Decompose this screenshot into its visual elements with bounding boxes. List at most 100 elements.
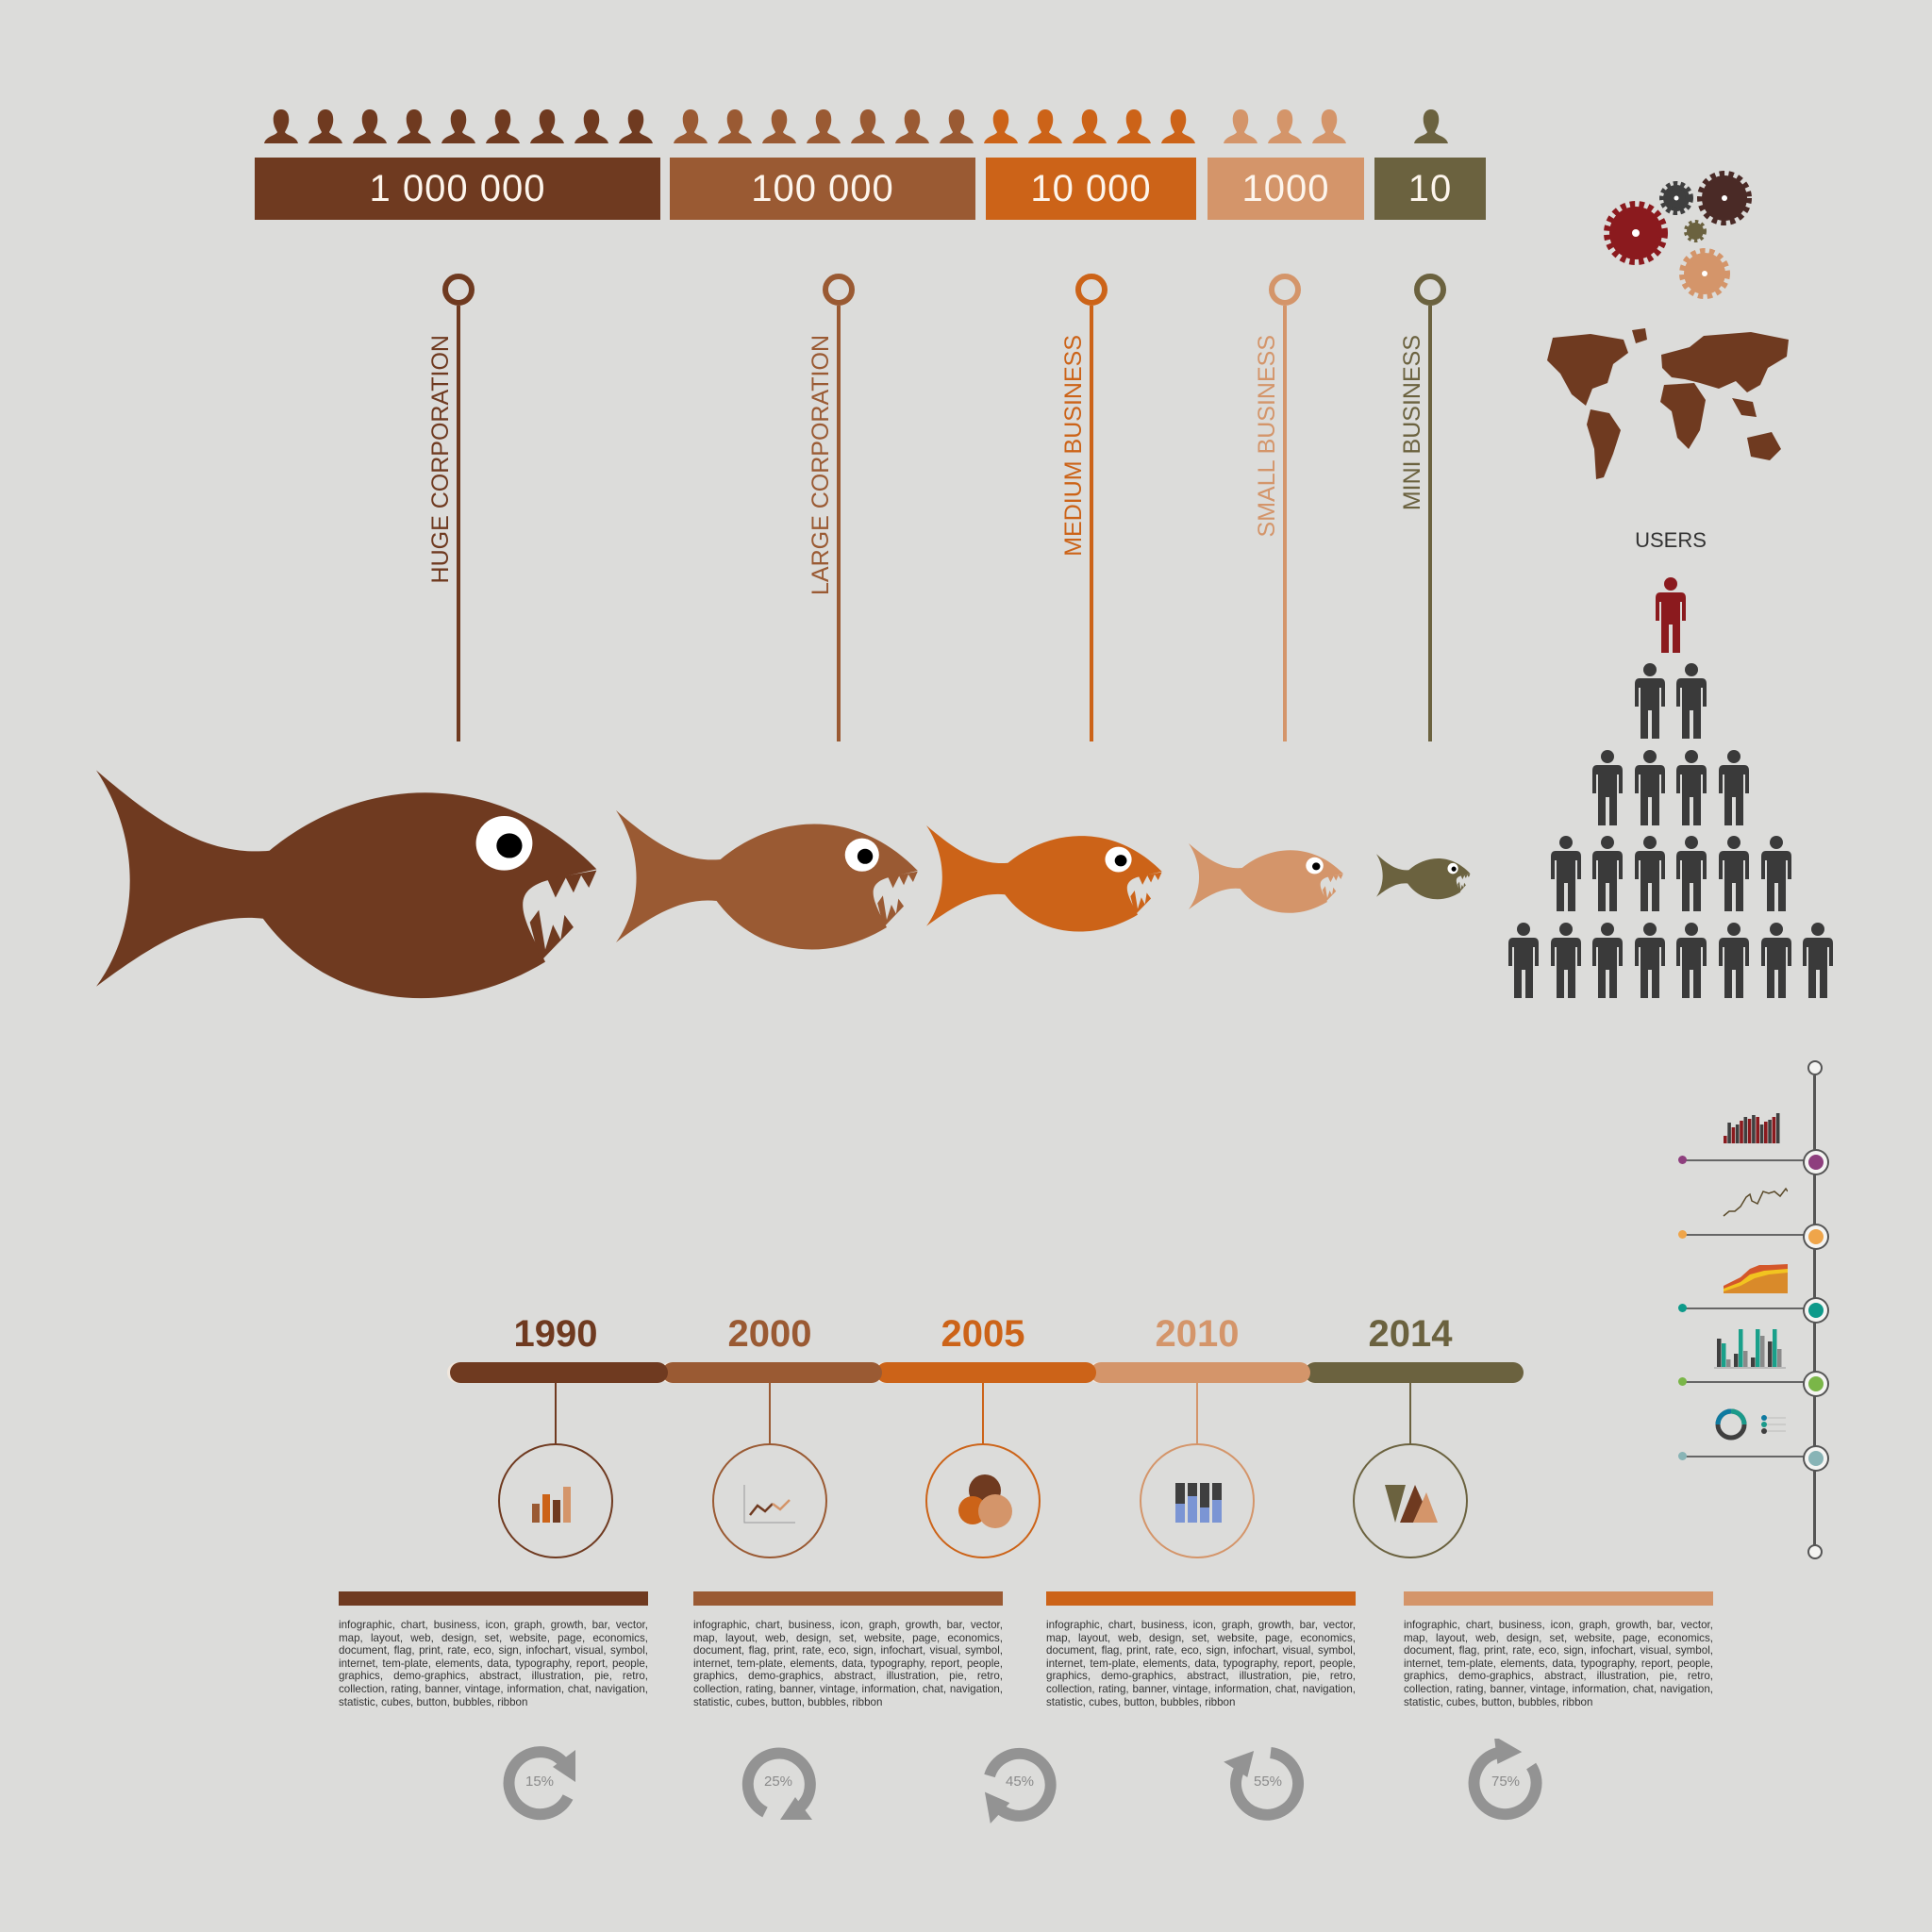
percentage-label: 55% [1253,1774,1283,1790]
user-figure-icon [1718,750,1750,827]
person-icon [1222,108,1259,145]
year-label: 2010 [1155,1313,1240,1355]
pin-line [837,306,841,741]
person-icon [938,108,975,145]
pin-ring-icon [1414,274,1446,306]
person-icon [484,108,522,145]
timeline-stem [982,1383,984,1444]
connector-line [1682,1307,1814,1309]
timeline-segment[interactable] [450,1362,668,1383]
connector-dot [1678,1230,1687,1239]
section-description: infographic, chart, business, icon, grap… [693,1619,1003,1708]
user-figure-icon [1634,836,1666,913]
timeline-segment[interactable] [662,1362,882,1383]
person-icon [1412,108,1450,145]
user-figure-icon [1718,836,1750,913]
pin-line [1428,306,1432,741]
grouped-bar-mini-chart-icon [1714,1329,1786,1369]
connector-dot [1678,1452,1687,1460]
users-label: USERS [1635,528,1707,552]
timeline-segment[interactable] [876,1362,1096,1383]
medium-fish [926,825,1162,932]
timeline-start-node [1807,1060,1823,1075]
user-figure-icon [1634,923,1666,1000]
bubbles-icon [958,1474,1012,1528]
year-icon-circle[interactable] [498,1443,613,1558]
refresh-arrow-icon [1468,1736,1542,1821]
user-figure-icon [1675,923,1707,1000]
refresh-arrow-icon [503,1746,575,1821]
timeline-end-node [1807,1544,1823,1559]
person-icon [1115,108,1153,145]
category-label: HUGE CORPORATION [427,335,454,584]
user-figure-icon [1760,923,1792,1000]
person-icon [1071,108,1108,145]
section-bar [1046,1591,1356,1606]
section-bar [1404,1591,1713,1606]
timeline-stem [555,1383,557,1444]
progress-refresh-icon[interactable]: 25% [733,1739,824,1829]
donut-mini-chart-icon [1715,1408,1786,1441]
progress-refresh-icon[interactable]: 55% [1223,1739,1313,1829]
timeline-node[interactable] [1805,1151,1827,1174]
user-figure-icon [1760,836,1792,913]
year-icon-circle[interactable] [1140,1443,1255,1558]
year-icon-circle[interactable] [925,1443,1041,1558]
pin-ring-icon [442,274,475,306]
person-icon [351,108,389,145]
area-mini-chart-icon [1724,1264,1788,1293]
user-figure-icon [1675,836,1707,913]
user-figure-icon [1591,836,1624,913]
refresh-arrow-icon [1224,1747,1305,1821]
percentage-label: 45% [1005,1774,1035,1790]
timeline-node[interactable] [1805,1447,1827,1470]
user-figure-icon [1634,750,1666,827]
pin-ring-icon [1075,274,1108,306]
user-figure-icon [1655,577,1687,655]
section-description: infographic, chart, business, icon, grap… [1404,1619,1713,1708]
timeline-node[interactable] [1805,1225,1827,1248]
timeline-segment[interactable] [1305,1362,1524,1383]
year-label: 2005 [941,1313,1025,1355]
connector-line [1682,1159,1814,1161]
year-icon-circle[interactable] [712,1443,827,1558]
pin-line [1283,306,1287,741]
percentage-label: 75% [1491,1774,1521,1790]
year-icon-circle[interactable] [1353,1443,1468,1558]
line-mini-chart-icon [1723,1187,1788,1217]
person-icon [1026,108,1064,145]
large-fish [616,810,918,950]
triangles-icon [1385,1485,1438,1523]
timeline-node[interactable] [1805,1299,1827,1322]
category-label: LARGE CORPORATION [808,335,834,595]
progress-refresh-icon[interactable]: 45% [974,1739,1065,1829]
timeline-segment[interactable] [1091,1362,1310,1383]
user-figure-icon [1550,923,1582,1000]
user-figure-icon [1507,923,1540,1000]
person-icon [760,108,798,145]
progress-refresh-icon[interactable]: 15% [494,1739,585,1829]
person-icon [672,108,709,145]
connector-dot [1678,1156,1687,1164]
person-icon [617,108,655,145]
percentage-label: 25% [763,1774,793,1790]
category-label: MINI BUSINESS [1399,335,1425,511]
category-label: SMALL BUSINESS [1254,335,1280,538]
person-icon [716,108,754,145]
person-icon [573,108,610,145]
timeline-stem [1409,1383,1411,1444]
timeline-node[interactable] [1805,1373,1827,1395]
pin-line [457,306,460,741]
user-figure-icon [1550,836,1582,913]
section-description: infographic, chart, business, icon, grap… [339,1619,648,1708]
fish-chain [96,770,1471,999]
user-figure-icon [1634,663,1666,741]
user-figure-icon [1591,750,1624,827]
person-icon [262,108,300,145]
year-label: 1990 [513,1313,598,1355]
progress-refresh-icon[interactable]: 75% [1460,1736,1551,1829]
user-figure-icon [1718,923,1750,1000]
connector-line [1682,1234,1814,1236]
section-bar [339,1591,648,1606]
connector-dot [1678,1377,1687,1386]
